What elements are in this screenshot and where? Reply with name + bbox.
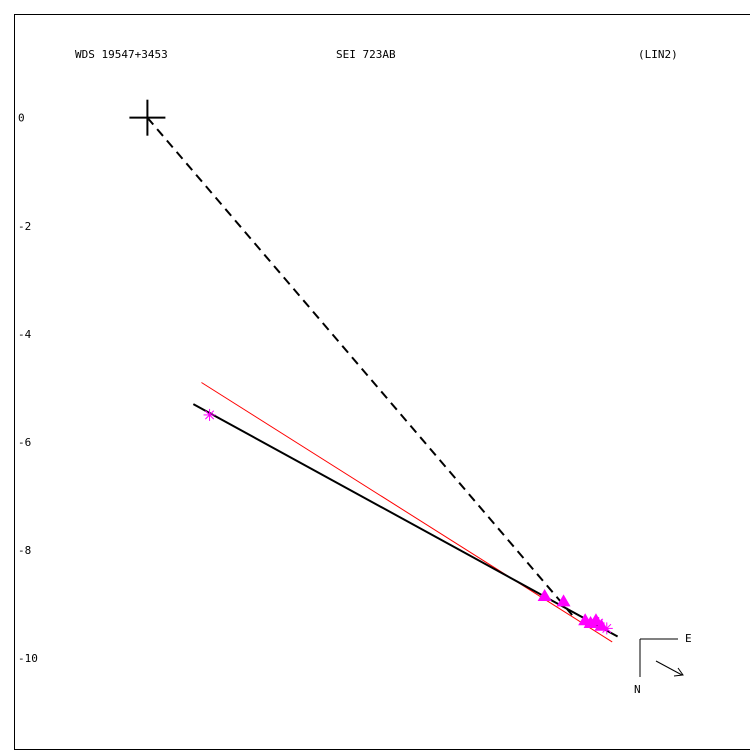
observation-asterisk	[592, 616, 605, 629]
compass: E N	[634, 632, 692, 696]
header-pair-name: SEI 723AB	[336, 48, 396, 61]
observation-triangle	[594, 618, 609, 631]
header-designation: WDS 19547+3453	[75, 48, 168, 61]
y-tick-label: -10	[18, 652, 38, 665]
dashed-node-line	[146, 117, 576, 619]
red-fit-line	[201, 382, 613, 643]
y-tick-label: -4	[18, 328, 32, 341]
compass-east-label: E	[685, 632, 692, 645]
motion-arrow-head	[673, 667, 684, 677]
motion-arrow-shaft	[655, 660, 683, 676]
observation-asterisk	[203, 408, 216, 421]
y-tick-label: -2	[18, 220, 31, 233]
observation-triangle	[537, 588, 552, 601]
primary-star-cross	[129, 99, 166, 136]
observation-triangle	[556, 594, 571, 607]
fit-lines	[129, 99, 619, 643]
y-tick-label: -6	[18, 436, 31, 449]
y-tick-label: 0	[18, 112, 25, 125]
compass-north-label: N	[634, 683, 641, 696]
y-tick-label: -8	[18, 544, 31, 557]
observation-marks	[203, 408, 613, 635]
y-axis-ticks: 0 -2 -4 -6 -8 -10	[18, 112, 38, 665]
observation-asterisk	[600, 622, 613, 635]
header-method: (LIN2)	[638, 48, 678, 61]
black-fit-line	[192, 403, 619, 638]
